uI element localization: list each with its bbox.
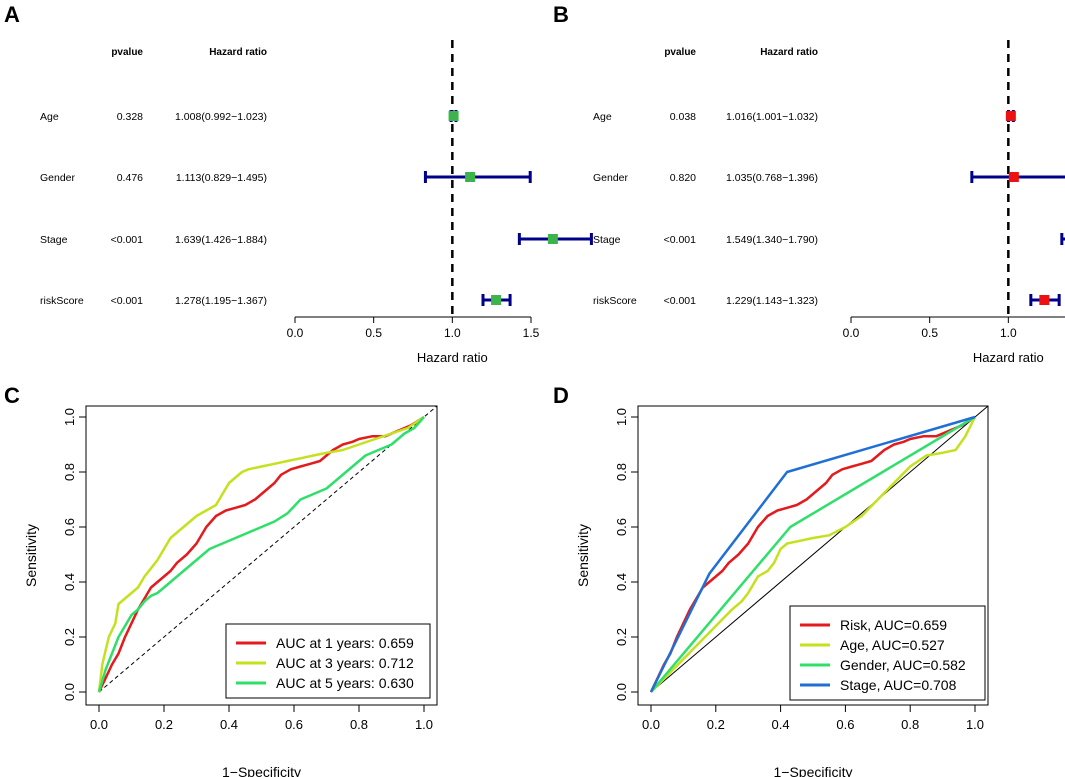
legend-entry: Age, AUC=0.527 [840,637,945,653]
diagonal-reference-line [98,405,438,693]
x-tick-label: 0.0 [287,326,304,340]
y-tick-label: 1.0 [62,408,77,426]
hr-marker [547,234,558,244]
row-pvalue: <0.001 [111,295,144,307]
row-hr-text: 1.016(1.001−1.032) [726,111,818,123]
legend-entry: Risk, AUC=0.659 [840,617,947,633]
row-label: Gender [40,172,76,184]
x-tick-label: 0.2 [707,717,725,732]
forest-plot-a: pvalue Hazard ratio Age 0.328 1.008(0.992−1.… [40,40,593,365]
roc-series-line [97,416,425,693]
hr-marker [1008,172,1019,182]
row-pvalue: <0.001 [664,234,697,246]
panel-letter-c: C [4,383,20,408]
x-tick-label: 1.0 [415,717,433,732]
x-tick-label: 0.6 [836,717,854,732]
y-tick-label: 0.6 [614,518,629,536]
y-tick-label: 0.4 [614,573,629,591]
hr-marker [491,295,502,305]
row-label: Stage [593,234,621,246]
row-label: Age [593,111,612,123]
legend-entry: AUC at 3 years: 0.712 [276,655,414,671]
row-hr-text: 1.639(1.426−1.884) [175,234,267,246]
row-pvalue: 0.328 [117,111,143,123]
x-axis-title: 1−Specificity [222,764,301,777]
x-tick-label: 0.0 [90,717,108,732]
roc-plot-c: 0.0 0.2 0.4 0.6 0.8 1.0 0.0 0.2 0.4 0.6 0.8 1.0 1−Sp… [23,405,438,777]
plot-frame [85,405,438,706]
roc-series-line [650,416,977,693]
x-tick-label: 0.8 [350,717,368,732]
row-label: Age [40,111,59,123]
row-label: Gender [593,172,629,184]
hazard-ratio-header: Hazard ratio [760,47,818,58]
row-pvalue: 0.476 [117,172,143,184]
y-axis-title: Sensitivity [23,524,39,587]
row-pvalue: <0.001 [111,234,144,246]
row-hr-text: 1.278(1.195−1.367) [175,295,267,307]
x-tick-label: 0.2 [155,717,173,732]
row-hr-text: 1.229(1.143−1.323) [726,295,818,307]
x-tick-label: 0.8 [901,717,919,732]
y-tick-label: 0.6 [62,518,77,536]
y-tick-label: 0.2 [62,628,77,646]
pvalue-header: pvalue [111,47,143,58]
y-tick-label: 0.0 [614,683,629,701]
hr-marker [465,172,476,182]
row-hr-text: 1.035(0.768−1.396) [726,172,818,184]
pvalue-header: pvalue [664,47,696,58]
x-tick-label: 0.5 [921,326,938,340]
panel-letter-b: B [553,2,569,27]
row-pvalue: 0.038 [670,111,696,123]
plot-frame [637,405,989,706]
hazard-ratio-header: Hazard ratio [209,47,267,58]
legend-entry: Gender, AUC=0.582 [840,657,966,673]
y-tick-label: 1.0 [614,408,629,426]
legend-entry: AUC at 5 years: 0.630 [276,675,414,691]
legend-box [225,623,431,699]
roc-series-line [649,415,976,693]
x-tick-label: 1.5 [523,326,540,340]
y-tick-label: 0.8 [614,463,629,481]
row-label: riskScore [40,295,84,307]
y-tick-label: 0.4 [62,573,77,591]
legend-entry: Stage, AUC=0.708 [840,677,957,693]
x-tick-label: 0.5 [365,326,382,340]
row-hr-text: 1.549(1.340−1.790) [726,234,818,246]
x-axis-title: 1−Specificity [774,764,853,777]
x-tick-label: 0.4 [220,717,238,732]
panel-letter-a: A [4,2,20,27]
x-tick-label: 0.0 [843,326,860,340]
hr-marker [1005,111,1016,121]
y-axis-title: Sensitivity [575,524,591,587]
x-tick-label: 1.0 [1000,326,1017,340]
roc-series-line [650,415,976,693]
row-label: Stage [40,234,68,246]
x-tick-label: 1.0 [966,717,984,732]
x-tick-label: 0.4 [772,717,790,732]
roc-series-line [649,415,976,693]
hr-marker [448,111,459,121]
roc-plot-d: 0.0 0.2 0.4 0.6 0.8 1.0 0.0 0.2 0.4 0.6 0.8 1.0 1−Sp… [575,405,989,777]
row-pvalue: 0.820 [670,172,696,184]
row-label: riskScore [593,295,637,307]
legend-entry: AUC at 1 years: 0.659 [276,635,414,651]
panel-letter-d: D [553,383,569,408]
x-tick-label: 1.0 [444,326,461,340]
x-axis-title: Hazard ratio [973,350,1044,365]
row-pvalue: <0.001 [664,295,697,307]
x-tick-label: 0.6 [285,717,303,732]
x-tick-label: 0.0 [642,717,660,732]
y-tick-label: 0.2 [614,628,629,646]
roc-series-line [97,415,425,693]
y-tick-label: 0.0 [62,683,77,701]
row-hr-text: 1.113(0.829−1.495) [176,172,267,184]
x-axis-title: Hazard ratio [417,350,488,365]
hr-marker [1039,295,1050,305]
forest-plot-b: pvalue Hazard ratio Age 0.038 1.016(1.001−1.… [593,40,1065,365]
row-hr-text: 1.008(0.992−1.023) [175,111,267,123]
y-tick-label: 0.8 [62,463,77,481]
